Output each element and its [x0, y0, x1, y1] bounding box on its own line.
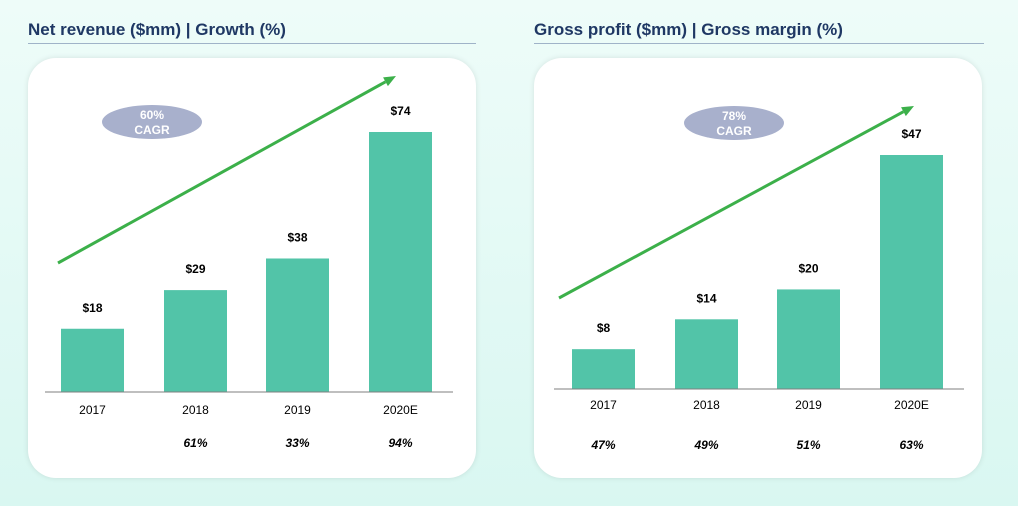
value-label: $20 [798, 261, 818, 275]
growth-arrow-head [901, 106, 914, 117]
category-label: 2017 [590, 398, 617, 412]
revenue-chart-card: $18 2017 $29 2018 61% $38 2019 33% $74 2020E 94% 60… [28, 58, 476, 478]
percent-label: 61% [183, 436, 207, 450]
gross-profit-chart: $8 2017 47% $14 2018 49% $20 2019 51% $47 2020E 63%… [554, 106, 964, 452]
value-label: $38 [287, 230, 307, 244]
value-label: $8 [597, 321, 611, 335]
growth-arrow [57, 80, 387, 265]
revenue-chart: $18 2017 $29 2018 61% $38 2019 33% $74 2020E 94% 60… [45, 76, 453, 450]
growth-arrow [558, 110, 905, 300]
category-label: 2019 [284, 403, 311, 417]
cagr-value: 78% [722, 109, 746, 123]
title-divider [28, 43, 476, 44]
category-label: 2017 [79, 403, 106, 417]
value-label: $74 [390, 104, 410, 118]
bar-2020e [880, 155, 943, 389]
title-divider [534, 43, 984, 44]
bar-2020e [369, 132, 432, 392]
gross-profit-chart-title: Gross profit ($mm) | Gross margin (%) [534, 20, 843, 39]
percent-label: 51% [796, 438, 820, 452]
gross-profit-chart-card: $8 2017 47% $14 2018 49% $20 2019 51% $47 2020E 63%… [534, 58, 982, 478]
bar-2017 [572, 349, 635, 389]
percent-label: 94% [388, 436, 412, 450]
cagr-badge [684, 106, 784, 140]
category-label: 2020E [894, 398, 929, 412]
percent-label: 33% [285, 436, 309, 450]
cagr-label: CAGR [134, 123, 170, 137]
value-label: $18 [82, 301, 102, 315]
revenue-chart-title: Net revenue ($mm) | Growth (%) [28, 20, 286, 39]
bar-2018 [164, 290, 227, 392]
bar-2019 [266, 258, 329, 392]
value-label: $29 [185, 262, 205, 276]
growth-arrow-head [383, 76, 396, 87]
percent-label: 63% [899, 438, 923, 452]
category-label: 2020E [383, 403, 418, 417]
bar-2018 [675, 319, 738, 389]
cagr-value: 60% [140, 108, 164, 122]
cagr-badge [102, 105, 202, 139]
category-label: 2019 [795, 398, 822, 412]
category-label: 2018 [693, 398, 720, 412]
cagr-label: CAGR [716, 124, 752, 138]
percent-label: 47% [590, 438, 615, 452]
value-label: $14 [696, 291, 716, 305]
percent-label: 49% [693, 438, 718, 452]
bar-2019 [777, 289, 840, 389]
category-label: 2018 [182, 403, 209, 417]
value-label: $47 [901, 127, 921, 141]
bar-2017 [61, 328, 124, 392]
